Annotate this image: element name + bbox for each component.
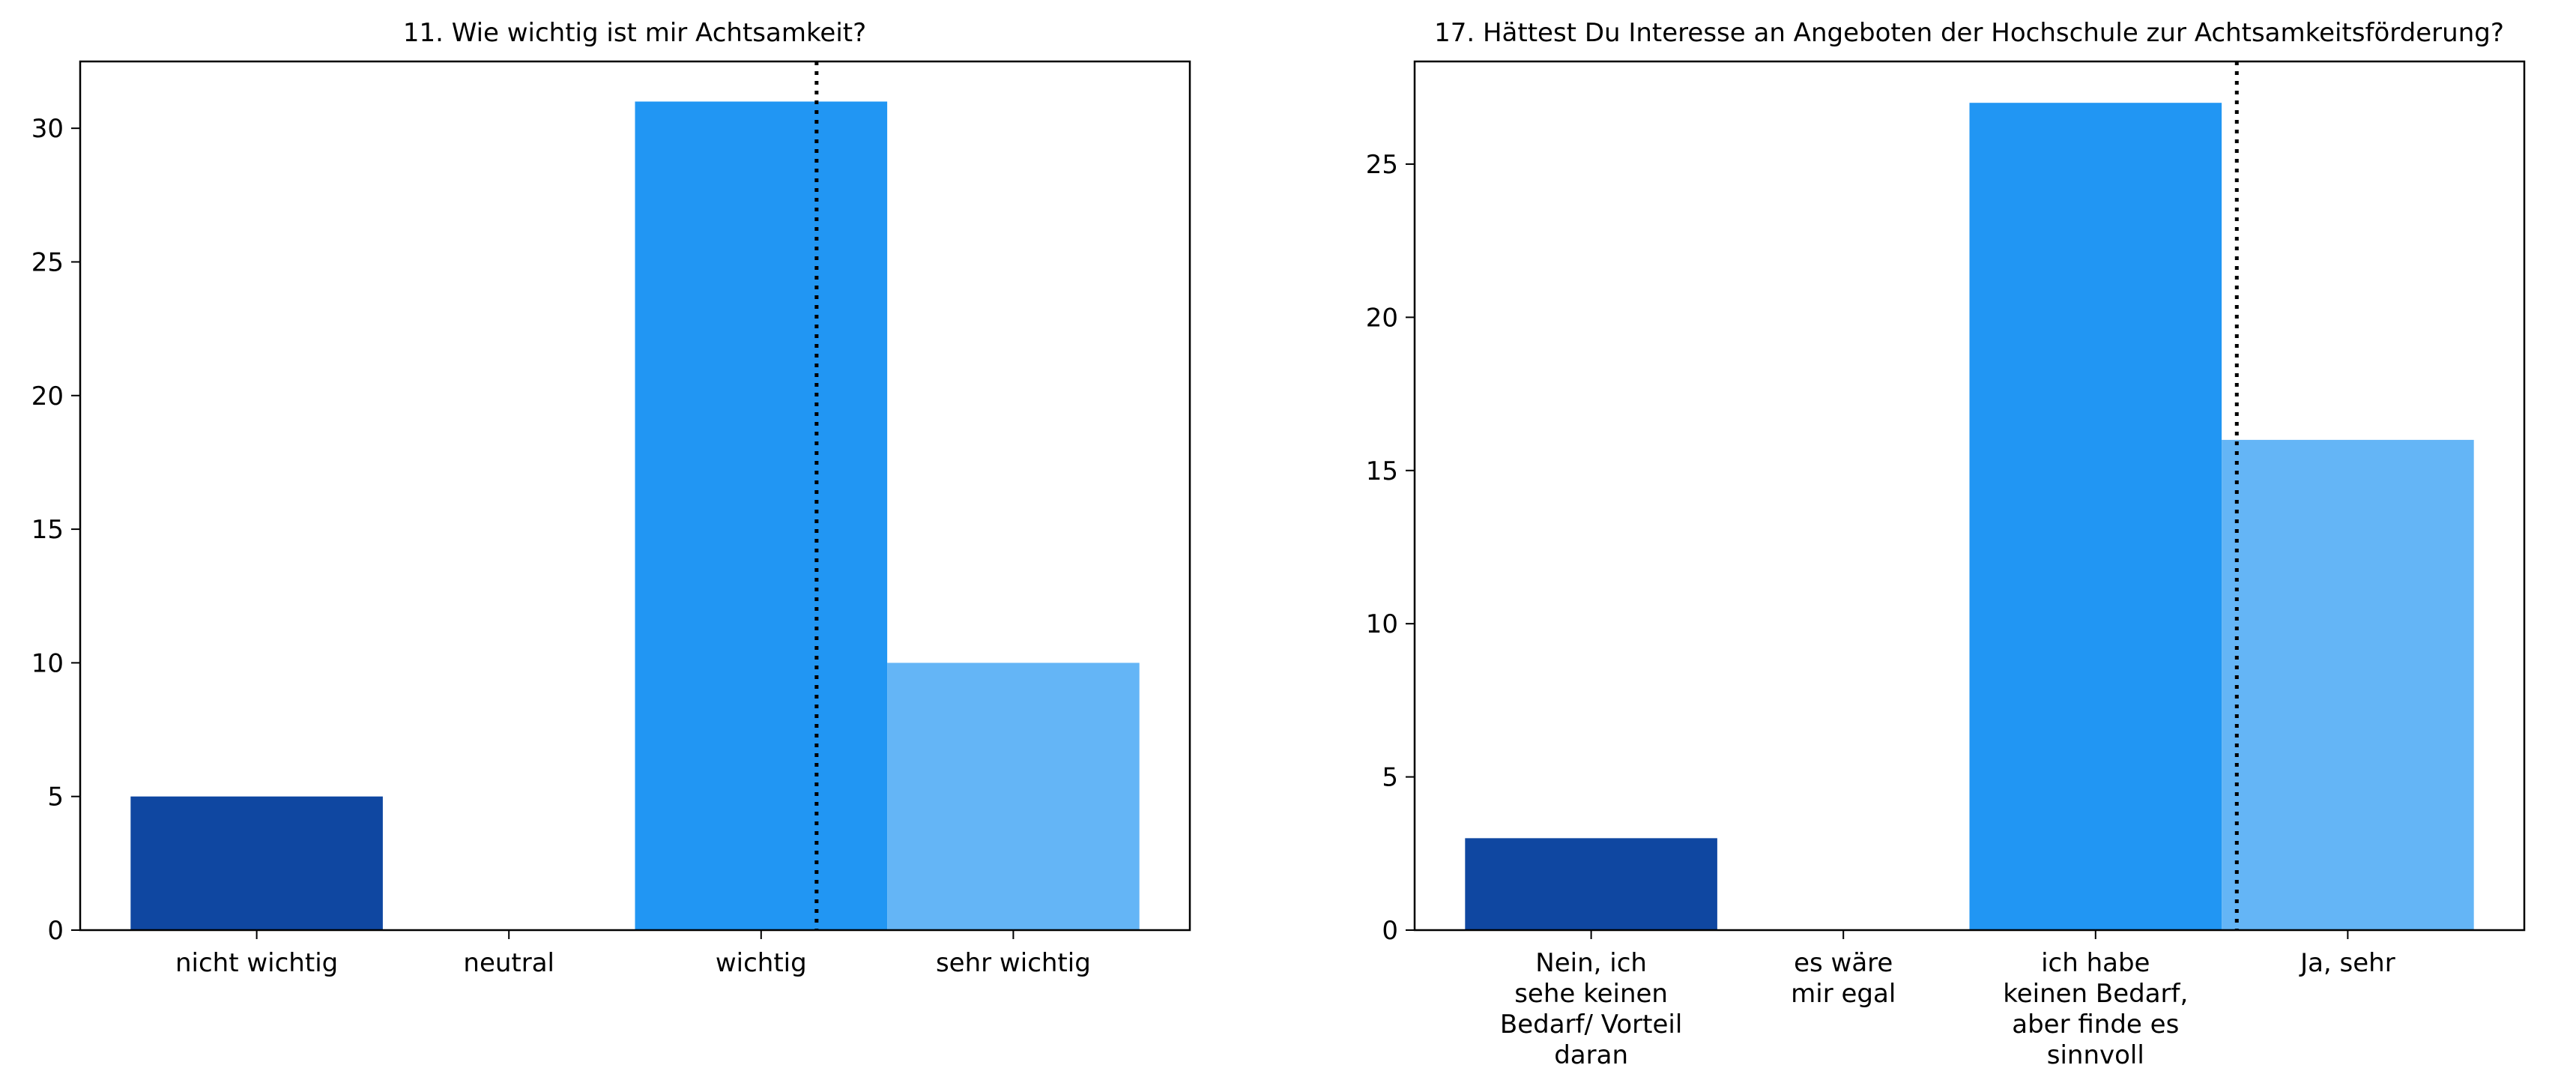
bar-2: [635, 101, 888, 930]
x-tick-label: neutral: [463, 948, 554, 978]
chart-title: 17. Hättest Du Interesse an Angeboten de…: [1434, 18, 2504, 48]
chart-attention-importance: 11. Wie wichtig ist mir Achtsamkeit? 0 5 10…: [31, 18, 1191, 978]
y-tick-label: 20: [1366, 303, 1398, 333]
x-tick-label: wichtig: [716, 948, 807, 978]
x-tick-label: nicht wichtig: [175, 948, 338, 978]
x-tick-label: Nein, ich: [1535, 948, 1647, 978]
y-tick-label: 25: [1366, 150, 1398, 180]
y-tick-label: 5: [1382, 763, 1398, 793]
y-tick-label: 10: [31, 648, 64, 678]
x-tick-label: sehr wichtig: [936, 948, 1091, 978]
y-tick-label: 20: [31, 381, 64, 411]
y-tick-label: 0: [1382, 916, 1398, 946]
y-tick-label: 30: [31, 114, 64, 144]
plot-frame: [79, 60, 1191, 932]
plot-frame: [1413, 60, 2526, 932]
x-tick-label: keinen Bedarf,: [2003, 979, 2188, 1009]
bar-0: [1465, 838, 1717, 930]
x-tick-label: sinnvoll: [2047, 1040, 2144, 1070]
bar-0: [130, 796, 383, 930]
bar-3: [2222, 439, 2474, 930]
x-tick-label: mir egal: [1791, 979, 1896, 1009]
x-tick-label: ich habe: [2041, 948, 2150, 978]
x-tick-label: Bedarf/ Vorteil: [1500, 1010, 1682, 1040]
bar-2: [1969, 103, 2222, 931]
y-tick-label: 25: [31, 247, 64, 277]
y-tick-label: 15: [31, 515, 64, 545]
chart-title: 11. Wie wichtig ist mir Achtsamkeit?: [403, 18, 866, 48]
x-tick-label: daran: [1554, 1040, 1628, 1070]
y-tick-label: 15: [1366, 456, 1398, 486]
chart-offer-interest: 17. Hättest Du Interesse an Angeboten de…: [1366, 18, 2526, 1070]
bar-3: [887, 663, 1140, 930]
x-tick-label: es wäre: [1794, 948, 1893, 978]
y-tick-label: 5: [47, 782, 64, 812]
x-tick-label: Ja, sehr: [2299, 948, 2395, 978]
y-tick-label: 0: [47, 916, 64, 946]
x-tick-label: sehe keinen: [1514, 979, 1668, 1009]
x-tick-label: aber finde es: [2012, 1010, 2179, 1040]
y-tick-label: 10: [1366, 609, 1398, 639]
